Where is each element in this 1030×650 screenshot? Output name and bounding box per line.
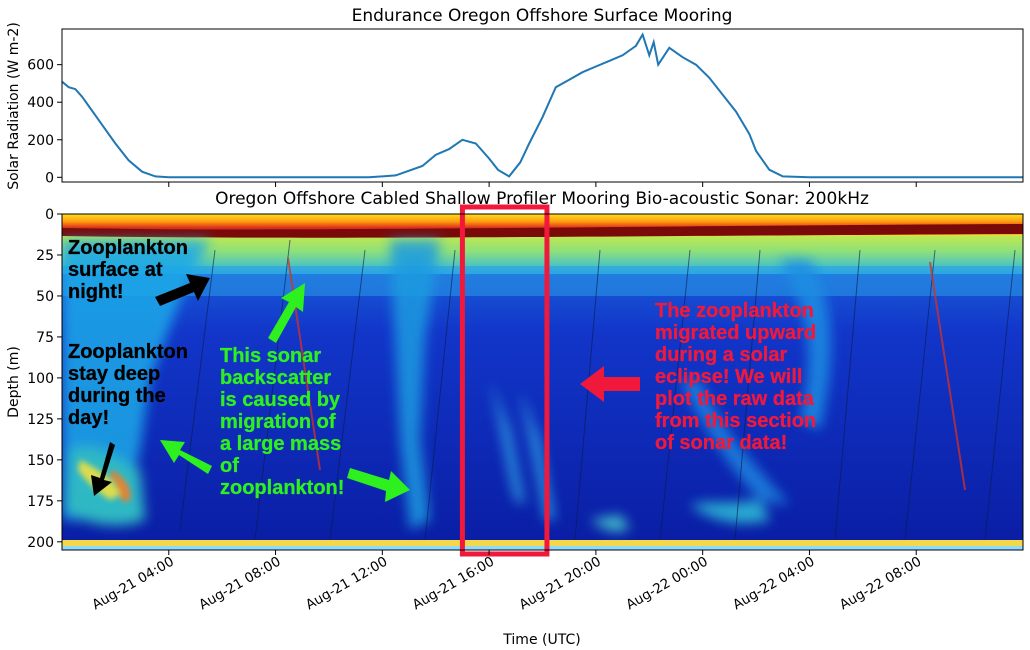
annotation-line: of [220,455,239,477]
bottom-y-tick-label: 75 [36,330,54,346]
top-x-axis [168,182,917,187]
annotation-line: Zooplankton [68,341,188,363]
bottom-x-tick-label: Aug-22 00:00 [623,554,710,614]
bottom-x-tick-label: Aug-21 20:00 [517,554,604,614]
annotation-line: night! [68,281,124,303]
bottom-y-axis: 0 25 50 75 100 125 150 175 200 [27,207,62,551]
annotation-line: backscatter [220,367,331,389]
bottom-y-tick-label: 125 [27,412,54,428]
bottom-x-tick-label: Aug-22 04:00 [730,554,817,614]
bottom-x-axis-label: Time (UTC) [502,632,580,648]
solar-radiation-line [61,32,1023,179]
bottom-x-tick-label: Aug-21 04:00 [89,554,176,614]
top-y-tick-label: 600 [27,58,54,74]
annotation-line: during a solar [655,344,787,366]
annotation-line: The zooplankton [655,300,814,322]
annotation-line: of sonar data! [655,432,787,454]
top-y-axis: 0 200 400 600 [27,58,62,186]
annotation-line: a large mass [220,433,341,455]
arrow-red-left [580,366,640,402]
bottom-x-axis: Aug-21 04:00 Aug-21 08:00 Aug-21 12:00 Aug-… [89,550,924,613]
bottom-y-tick-label: 150 [27,453,54,469]
annotation-line: surface at [68,259,163,281]
arrow-green-up [268,283,305,343]
bottom-y-tick-label: 50 [36,289,54,305]
annotation-line: plot the raw data [655,388,815,410]
bottom-x-tick-label: Aug-21 08:00 [196,554,283,614]
annotation-line: migrated upward [655,322,816,344]
eclipse-highlight-box [459,204,550,557]
annotation-line: day! [68,407,109,429]
top-plot-frame [61,28,1024,183]
top-y-tick-label: 400 [27,95,54,111]
bottom-chart-title: Oregon Offshore Cabled Shallow Profiler … [215,189,869,209]
bottom-plot-frame [61,213,1024,551]
annotation-line: from this section [655,410,816,432]
top-y-tick-label: 0 [45,170,54,186]
annotation-line: zooplankton! [220,477,344,499]
annotation-line: stay deep [68,363,160,385]
bottom-x-tick-label: Aug-22 08:00 [837,554,924,614]
annotation-line: eclipse! We will [655,366,802,388]
bottom-x-tick-label: Aug-21 16:00 [410,554,497,614]
top-y-axis-label: Solar Radiation (W m-2) [6,22,22,190]
annotation-line: This sonar [220,345,321,367]
arrow-black-day [91,442,115,496]
bottom-y-tick-label: 100 [27,371,54,387]
arrow-green-right [347,468,410,502]
sonar-heatmap [62,214,1023,550]
top-y-tick-label: 200 [27,133,54,149]
annotation-arrows [91,274,640,502]
annotation-line: during the [68,385,166,407]
arrow-green-left [160,440,212,474]
bottom-y-tick-label: 0 [45,207,54,223]
annotation-line: is caused by [220,389,341,411]
bottom-y-tick-label: 175 [27,494,54,510]
bottom-x-tick-label: Aug-21 12:00 [303,554,390,614]
top-chart-title: Endurance Oregon Offshore Surface Moorin… [352,6,733,26]
highlight-rect [459,204,550,557]
bottom-y-axis-label: Depth (m) [6,346,22,418]
arrow-black-night [155,274,210,306]
annotation-line: migration of [220,411,336,433]
bottom-y-tick-label: 200 [27,535,54,551]
solar-radiation-series [61,32,1023,179]
annotation-line: Zooplankton [68,237,188,259]
bottom-y-tick-label: 25 [36,248,54,264]
